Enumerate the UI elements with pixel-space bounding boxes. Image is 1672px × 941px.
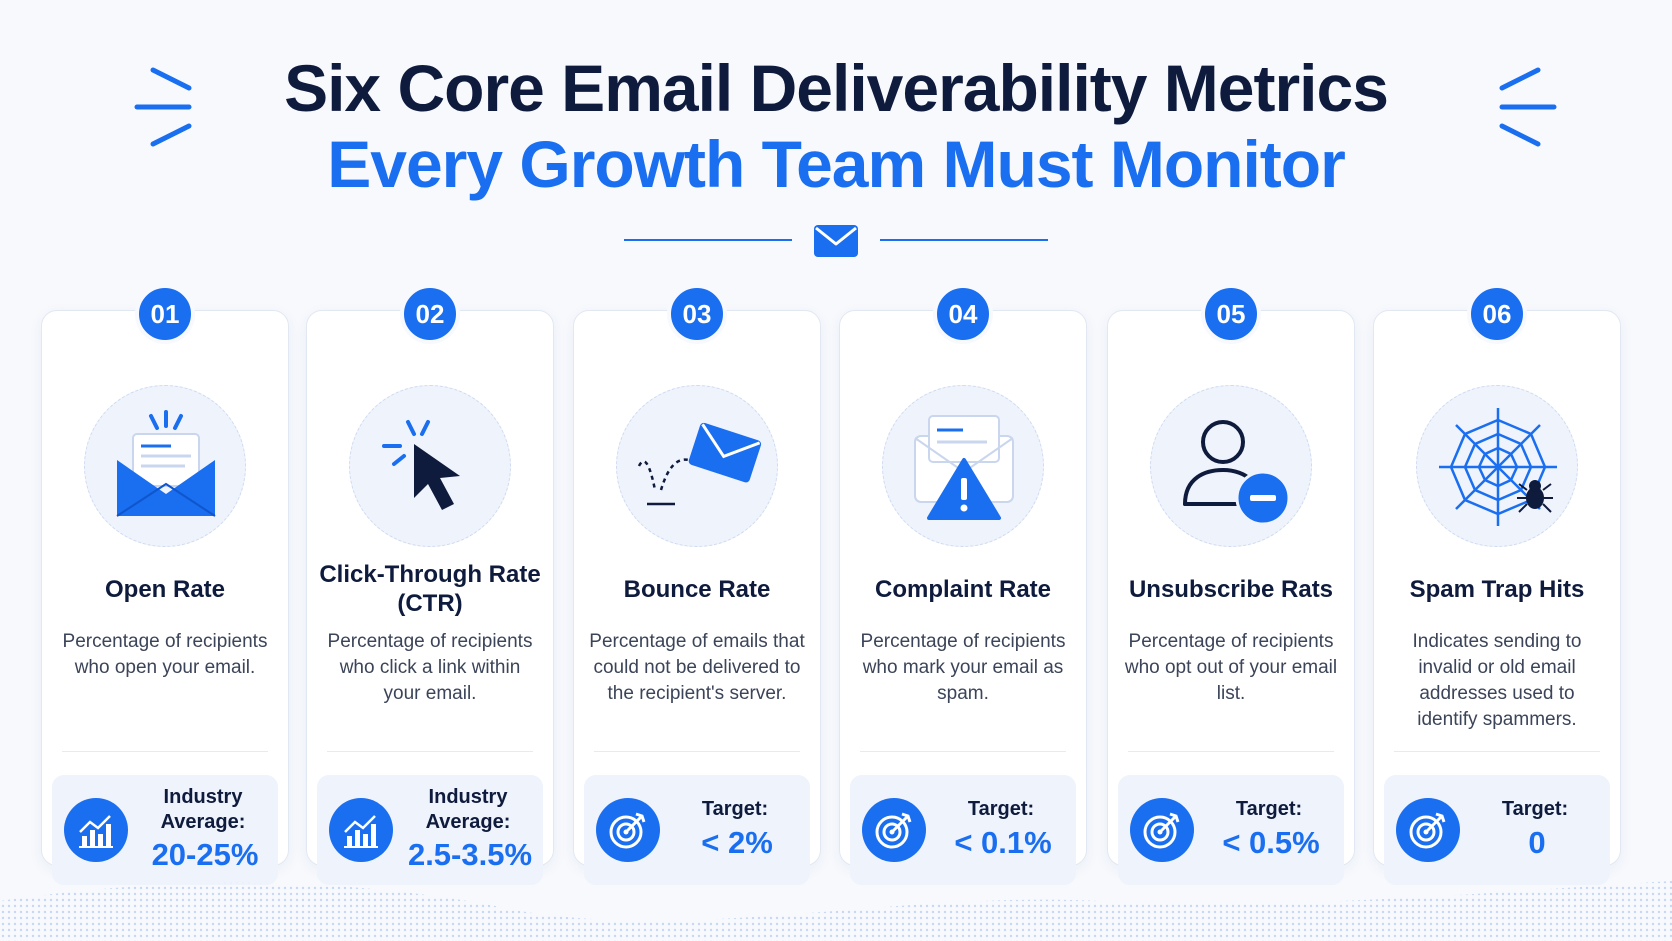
- card-body: Complaint Rate Percentage of recipients …: [839, 310, 1087, 885]
- stat-value: < 2%: [701, 825, 773, 860]
- metric-name: Click-Through Rate (CTR): [319, 561, 541, 617]
- step-number-badge: 01: [135, 284, 195, 344]
- stat-value: 20-25%: [151, 837, 259, 872]
- metric-card-ctr: Click-Through Rate (CTR) Percentage of r…: [306, 278, 554, 885]
- icon-container: [1150, 385, 1312, 547]
- user-remove-icon: [1183, 420, 1291, 526]
- step-number-badge: 05: [1201, 284, 1261, 344]
- bar-chart-icon: [329, 798, 393, 862]
- step-number-badge: 04: [933, 284, 993, 344]
- ray-lines-right-icon: [1499, 67, 1557, 147]
- stat-label: Industry Average:: [160, 786, 246, 833]
- metric-description: Percentage of recipients who open your e…: [62, 631, 268, 678]
- divider: [594, 751, 800, 752]
- metric-description: Percentage of recipients who opt out of …: [1124, 631, 1338, 704]
- stat-label: Target:: [967, 798, 1035, 820]
- target-icon: [862, 798, 926, 862]
- metric-name: Open Rate: [104, 575, 226, 603]
- divider: [1394, 751, 1600, 752]
- dotted-wave-decoration: [0, 881, 1672, 941]
- card-body: Bounce Rate Percentage of emails that co…: [573, 310, 821, 885]
- metric-name: Complaint Rate: [874, 575, 1051, 603]
- stat-label: Target:: [1235, 798, 1303, 820]
- stat-label: Target:: [1501, 798, 1569, 820]
- stat-box: Industry Average: 2.5-3.5%: [317, 775, 543, 885]
- stat-value: < 0.1%: [954, 825, 1052, 860]
- stat-value: 0: [1528, 825, 1546, 860]
- metric-card-complaint-rate: Complaint Rate Percentage of recipients …: [839, 278, 1087, 885]
- card-body: Unsubscribe Rats Percentage of recipient…: [1107, 310, 1355, 885]
- target-icon: [596, 798, 660, 862]
- metric-card-open-rate: Open Rate Percentage of recipients who o…: [41, 278, 289, 885]
- page-title: Six Core Email Deliverability Metrics Ev…: [0, 50, 1672, 202]
- divider: [327, 751, 533, 752]
- icon-container: [84, 385, 246, 547]
- open-envelope-icon: [116, 410, 216, 517]
- divider: [62, 751, 268, 752]
- title-line-1: Six Core Email Deliverability Metrics: [284, 51, 1389, 125]
- divider: [860, 751, 1066, 752]
- step-number-badge: 06: [1467, 284, 1527, 344]
- bouncing-envelope-icon: [637, 422, 762, 506]
- stat-box: Target: < 0.5%: [1118, 775, 1344, 885]
- icon-container: [882, 385, 1044, 547]
- step-number-badge: 03: [667, 284, 727, 344]
- divider: [1128, 751, 1334, 752]
- target-icon: [1396, 798, 1460, 862]
- target-icon: [1130, 798, 1194, 862]
- stat-value: 2.5-3.5%: [407, 837, 533, 872]
- title-line-2: Every Growth Team Must Monitor: [327, 127, 1346, 201]
- card-body: Spam Trap Hits Indicates sending to inva…: [1373, 310, 1621, 885]
- stat-value: < 0.5%: [1222, 825, 1320, 860]
- metric-name: Unsubscribe Rats: [1128, 575, 1334, 603]
- metric-card-unsubscribe-rate: Unsubscribe Rats Percentage of recipient…: [1107, 278, 1355, 885]
- stat-label: Target:: [701, 798, 769, 820]
- stat-box: Industry Average: 20-25%: [52, 775, 278, 885]
- metric-name: Bounce Rate: [623, 575, 771, 603]
- stat-box: Target: < 2%: [584, 775, 810, 885]
- card-body: Click-Through Rate (CTR) Percentage of r…: [306, 310, 554, 885]
- icon-container: [616, 385, 778, 547]
- metric-card-spam-trap-hits: Spam Trap Hits Indicates sending to inva…: [1373, 278, 1621, 885]
- spider-web-icon: [1439, 408, 1557, 526]
- icon-container: [1416, 385, 1578, 547]
- metric-description: Indicates sending to invalid or old emai…: [1412, 631, 1582, 730]
- stat-label: Industry Average:: [425, 786, 511, 833]
- stat-box: Target: < 0.1%: [850, 775, 1076, 885]
- ray-lines-left-icon: [134, 67, 192, 147]
- metric-card-bounce-rate: Bounce Rate Percentage of emails that co…: [573, 278, 821, 885]
- step-number-badge: 02: [400, 284, 460, 344]
- metric-description: Percentage of emails that could not be d…: [589, 631, 805, 704]
- bar-chart-icon: [64, 798, 128, 862]
- envelope-warning-icon: [914, 415, 1014, 520]
- metric-name: Spam Trap Hits: [1409, 575, 1585, 603]
- icon-container: [349, 385, 511, 547]
- metric-description: Percentage of recipients who mark your e…: [860, 631, 1066, 704]
- title-divider-envelope-icon: [624, 225, 1048, 257]
- stat-box: Target: 0: [1384, 775, 1610, 885]
- card-body: Open Rate Percentage of recipients who o…: [41, 310, 289, 885]
- cursor-click-icon: [382, 420, 460, 510]
- metric-cards: Open Rate Percentage of recipients who o…: [41, 278, 1621, 885]
- metric-description: Percentage of recipients who click a lin…: [327, 631, 533, 704]
